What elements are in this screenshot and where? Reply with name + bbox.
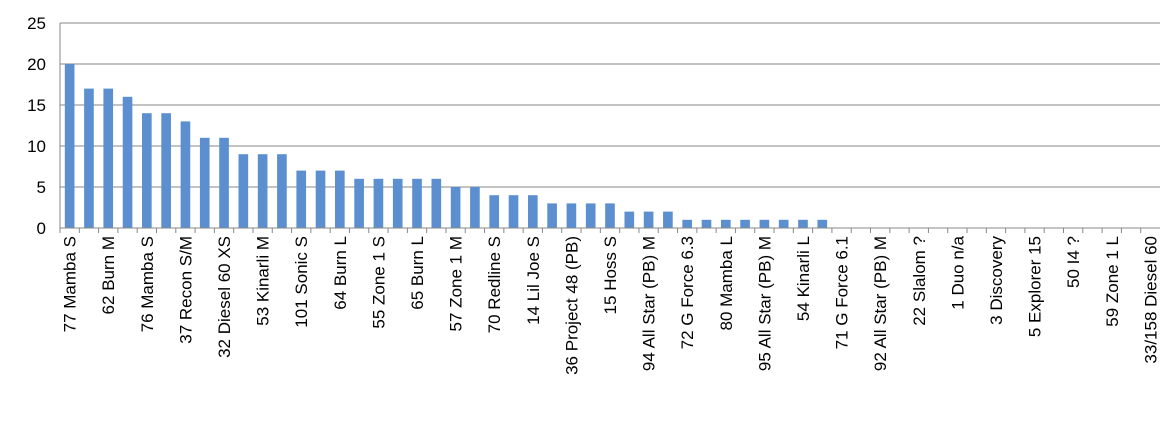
bar	[199, 137, 210, 228]
x-tick-label: 33/158 Diesel 60	[1141, 236, 1160, 364]
bar	[817, 219, 828, 228]
bar	[354, 178, 364, 228]
x-tick-label: 71 G Force 6.1	[833, 236, 852, 349]
x-tick-label: 3 Discovery	[987, 236, 1006, 325]
x-tick-label: 57 Zone 1 M	[447, 236, 466, 331]
bar	[373, 178, 384, 228]
bar	[315, 170, 326, 228]
x-tick-label: 15 Hoss S	[601, 236, 620, 314]
bar	[508, 195, 519, 228]
x-tick-label: 101 Sonic S	[292, 236, 311, 328]
bar	[527, 195, 538, 228]
x-tick-label: 14 Lil Joe S	[524, 236, 543, 325]
bar	[450, 187, 461, 228]
y-tick-label: 10	[27, 137, 46, 156]
x-tick-label: 55 Zone 1 S	[369, 236, 388, 329]
bar	[605, 203, 615, 228]
bar	[566, 203, 577, 228]
bar	[296, 170, 307, 228]
bar	[489, 195, 500, 228]
bar	[624, 211, 635, 228]
x-tick-label: 37 Recon S/M	[176, 236, 195, 344]
bar	[219, 137, 229, 228]
x-tick-label: 54 Kinarli L	[794, 236, 813, 321]
bar	[585, 203, 596, 228]
bar	[720, 219, 731, 228]
bar	[798, 219, 808, 228]
x-tick-label: 95 All Star (PB) M	[755, 236, 774, 371]
bar	[238, 154, 249, 228]
x-tick-label: 92 All Star (PB) M	[871, 236, 890, 371]
bar	[778, 219, 789, 228]
x-tick-label: 32 Diesel 60 XS	[215, 236, 234, 358]
bar	[335, 170, 345, 228]
x-tick-label: 80 Mamba L	[717, 236, 736, 331]
x-tick-label: 5 Explorer 15	[1026, 236, 1045, 337]
bar	[84, 88, 94, 228]
bar	[701, 219, 712, 228]
x-tick-label: 64 Burn L	[331, 236, 350, 310]
x-tick-label: 22 Slalom ?	[910, 236, 929, 326]
x-tick-label: 65 Burn L	[408, 236, 427, 310]
bar	[663, 211, 673, 228]
y-tick-label: 5	[37, 178, 46, 197]
bar	[64, 64, 75, 228]
bar	[257, 154, 268, 228]
x-tick-label: 50 I4 ?	[1064, 236, 1083, 288]
bar	[392, 178, 403, 228]
y-tick-label: 25	[27, 14, 46, 33]
y-tick-label: 0	[37, 219, 46, 238]
x-tick-label: 1 Duo n/a	[948, 235, 967, 309]
bar	[180, 121, 191, 228]
x-tick-label: 53 Kinarli M	[254, 236, 273, 326]
bar	[470, 187, 480, 228]
bar	[759, 219, 770, 228]
x-tick-label: 70 Redline S	[485, 236, 504, 333]
x-tick-label: 59 Zone 1 L	[1103, 236, 1122, 327]
y-tick-label: 20	[27, 55, 46, 74]
x-tick-label: 76 Mamba S	[138, 236, 157, 332]
bar	[643, 211, 654, 228]
bar	[682, 219, 693, 228]
bar	[122, 96, 133, 228]
x-tick-label: 72 G Force 6.3	[678, 236, 697, 349]
bar	[431, 178, 442, 228]
bar	[277, 154, 287, 228]
bar	[142, 113, 152, 228]
bar	[412, 178, 422, 228]
y-tick-label: 15	[27, 96, 46, 115]
bar	[740, 219, 750, 228]
bar	[103, 88, 114, 228]
x-tick-label: 94 All Star (PB) M	[640, 236, 659, 371]
x-tick-label: 36 Project 48 (PB)	[562, 236, 581, 375]
bar	[547, 203, 557, 228]
x-tick-label: 62 Burn M	[99, 236, 118, 314]
bar	[161, 113, 171, 228]
x-tick-label: 77 Mamba S	[61, 236, 80, 332]
